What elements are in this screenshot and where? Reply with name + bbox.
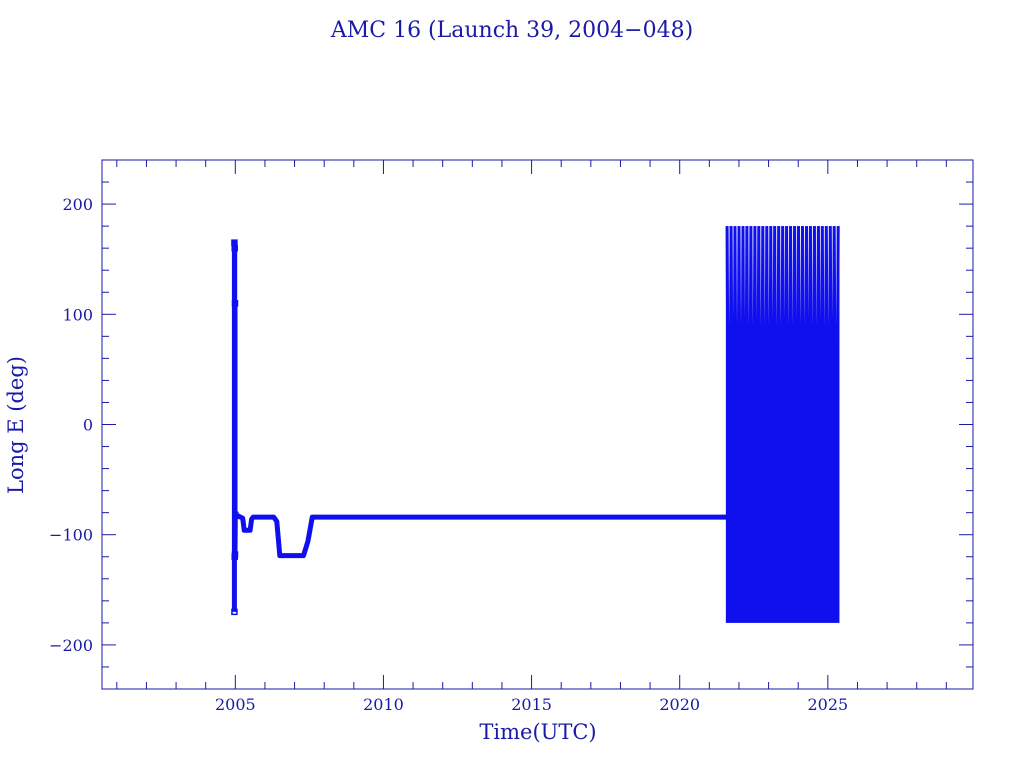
y-axis: −200 −100 0 100 200 xyxy=(49,159,973,690)
data-point-marker xyxy=(231,244,238,252)
y-tick-label: 200 xyxy=(62,195,93,214)
data-point-marker xyxy=(232,511,239,519)
x-tick-label: 2025 xyxy=(807,695,848,714)
y-axis-label: Long E (deg) xyxy=(4,356,28,494)
x-tick-label: 2015 xyxy=(511,695,552,714)
x-tick-label: 2005 xyxy=(215,695,256,714)
data-point-marker xyxy=(231,300,239,307)
x-tick-label: 2020 xyxy=(659,695,700,714)
y-tick-label: −100 xyxy=(49,526,93,545)
x-tick-label: 2010 xyxy=(363,695,404,714)
chart-title: AMC 16 (Launch 39, 2004−048) xyxy=(330,18,693,43)
x-axis-label: Time(UTC) xyxy=(479,720,596,744)
series-line xyxy=(231,240,728,612)
x-axis: 2005 2010 2015 2020 2025 xyxy=(116,160,947,714)
data-point-marker xyxy=(231,608,238,616)
series-layer xyxy=(231,226,840,623)
data-point-marker xyxy=(231,551,239,558)
y-tick-label: 0 xyxy=(83,416,93,435)
y-tick-label: −200 xyxy=(49,636,93,655)
drift-oscillation xyxy=(725,226,840,623)
y-tick-label: 100 xyxy=(62,305,93,324)
